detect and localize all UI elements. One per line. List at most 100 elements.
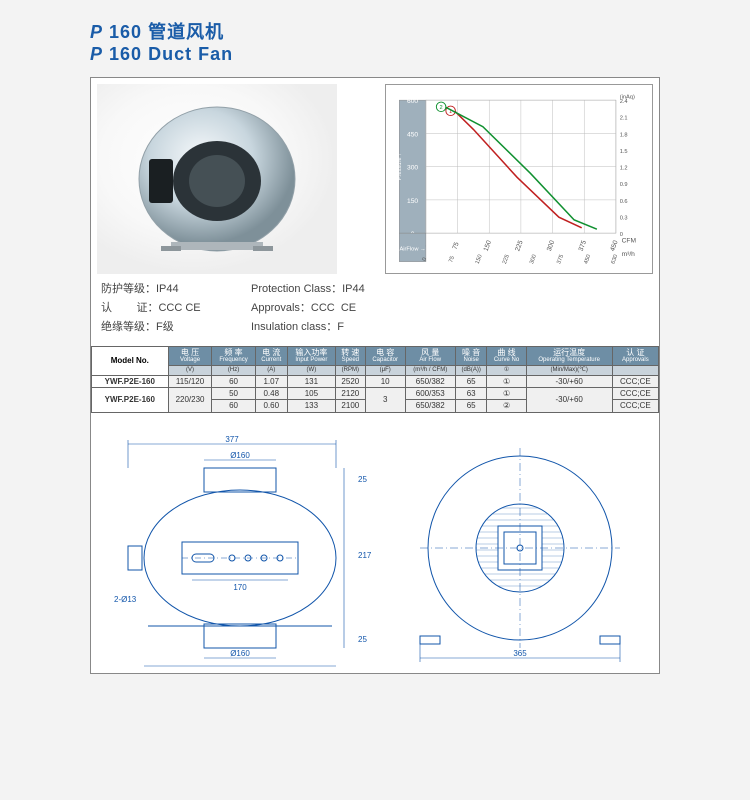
svg-text:450: 450: [609, 239, 619, 252]
svg-text:150: 150: [475, 254, 484, 265]
col-unit: (dB(A)): [455, 366, 486, 376]
svg-text:0.6: 0.6: [620, 199, 628, 205]
table-cell: CCC;CE: [612, 375, 658, 387]
svg-text:0.3: 0.3: [620, 215, 628, 221]
col-header: 电 压Voltage: [168, 347, 212, 366]
svg-text:630: 630: [611, 254, 620, 265]
svg-text:225: 225: [502, 254, 511, 265]
col-unit: [612, 366, 658, 376]
svg-text:377: 377: [225, 435, 239, 444]
svg-text:150: 150: [483, 239, 493, 252]
table-cell: 60: [212, 400, 255, 412]
col-unit: (V): [168, 366, 212, 376]
svg-text:150: 150: [407, 198, 418, 205]
table-cell: 133: [287, 400, 335, 412]
svg-text:Ø160: Ø160: [230, 649, 250, 658]
col-header: 电 容Capacitor: [365, 347, 405, 366]
spec-lines: 防护等级：IP44Protection Class：IP44认 证：CCC CE…: [91, 274, 659, 340]
performance-chart: 60045030015000751502253003754502.42.11.8…: [385, 84, 653, 274]
svg-text:225: 225: [514, 239, 524, 252]
col-header: 噪 音Noise: [455, 347, 486, 366]
col-header: 认 证Approvals: [612, 347, 658, 366]
col-header: 频 率Frequency: [212, 347, 255, 366]
svg-text:450: 450: [583, 254, 592, 265]
table-cell: 650/382: [405, 400, 455, 412]
table-cell: CCC;CE: [612, 388, 658, 400]
col-unit: (Hz): [212, 366, 255, 376]
title-cn: P 160 管道风机: [90, 18, 660, 44]
table-cell: 65: [455, 400, 486, 412]
table-cell: 10: [365, 375, 405, 387]
spec-table: Model No.电 压Voltage频 率Frequency电 流Curren…: [91, 346, 659, 413]
svg-text:AirFlow →: AirFlow →: [399, 246, 425, 252]
svg-text:300: 300: [407, 165, 418, 172]
table-cell: 0.48: [255, 388, 287, 400]
table-cell: 2100: [335, 400, 365, 412]
svg-text:25: 25: [358, 475, 367, 484]
drawing-side: 365: [390, 428, 650, 668]
svg-text:217: 217: [358, 551, 372, 560]
svg-text:1.8: 1.8: [620, 132, 628, 138]
table-cell: 63: [455, 388, 486, 400]
svg-text:Ø160: Ø160: [230, 451, 250, 460]
table-cell: 1.07: [255, 375, 287, 387]
content-frame: 60045030015000751502253003754502.42.11.8…: [90, 77, 660, 674]
svg-text:600: 600: [407, 98, 418, 105]
svg-text:1.2: 1.2: [620, 166, 628, 172]
table-cell: YWF.P2E-160: [92, 388, 169, 412]
col-header: 曲 线Curve No: [487, 347, 526, 366]
table-cell: -30/+60: [526, 388, 612, 412]
spec-en: Approvals：CCC CE: [251, 299, 649, 315]
table-cell: ①: [487, 375, 526, 387]
svg-text:300: 300: [546, 239, 556, 252]
svg-text:m³/h: m³/h: [622, 251, 636, 258]
col-unit: ①: [487, 366, 526, 376]
table-cell: 2520: [335, 375, 365, 387]
svg-text:2-Ø13: 2-Ø13: [114, 595, 137, 604]
svg-text:375: 375: [578, 239, 588, 252]
svg-text:75: 75: [452, 241, 461, 251]
table-cell: ②: [487, 400, 526, 412]
table-cell: 50: [212, 388, 255, 400]
product-photo: [97, 84, 337, 274]
title-en: P 160 Duct Fan: [90, 44, 660, 65]
svg-text:375: 375: [556, 254, 565, 265]
table-cell: 0.60: [255, 400, 287, 412]
col-header: 风 量Air Flow: [405, 347, 455, 366]
col-unit: (W): [287, 366, 335, 376]
table-cell: 220/230: [168, 388, 212, 412]
table-cell: 131: [287, 375, 335, 387]
svg-text:2: 2: [440, 105, 443, 111]
col-unit: (Min/Max)(℃): [526, 366, 612, 376]
col-header: 运行温度Operating Temperature: [526, 347, 612, 366]
col-header: 输入功率Input Power: [287, 347, 335, 366]
svg-text:2.1: 2.1: [620, 116, 628, 122]
table-cell: 650/382: [405, 375, 455, 387]
drawing-front: 377Ø160Ø160Ø33317025217252-Ø13: [100, 428, 380, 668]
col-header: Model No.: [92, 347, 169, 376]
svg-text:365: 365: [513, 649, 527, 658]
svg-text:170: 170: [233, 583, 247, 592]
svg-text:75: 75: [448, 255, 456, 263]
col-header: 转 速Speed: [335, 347, 365, 366]
svg-text:450: 450: [407, 131, 418, 138]
table-cell: 60: [212, 375, 255, 387]
col-unit: (μF): [365, 366, 405, 376]
col-unit: (RPM): [335, 366, 365, 376]
table-cell: -30/+60: [526, 375, 612, 387]
table-cell: 65: [455, 375, 486, 387]
table-cell: CCC;CE: [612, 400, 658, 412]
table-cell: YWF.P2E-160: [92, 375, 169, 387]
page-title: P 160 管道风机 P 160 Duct Fan: [90, 18, 660, 65]
spec-cn: 绝缘等级：F级: [101, 318, 251, 334]
table-cell: 3: [365, 388, 405, 412]
svg-text:300: 300: [529, 254, 538, 265]
col-header: 电 流Current: [255, 347, 287, 366]
spec-cn: 认 证：CCC CE: [101, 299, 251, 315]
table-cell: 2120: [335, 388, 365, 400]
svg-text:CFM: CFM: [622, 238, 636, 245]
spec-en: Insulation class：F: [251, 318, 649, 334]
table-cell: ①: [487, 388, 526, 400]
table-cell: 600/353: [405, 388, 455, 400]
col-unit: (A): [255, 366, 287, 376]
